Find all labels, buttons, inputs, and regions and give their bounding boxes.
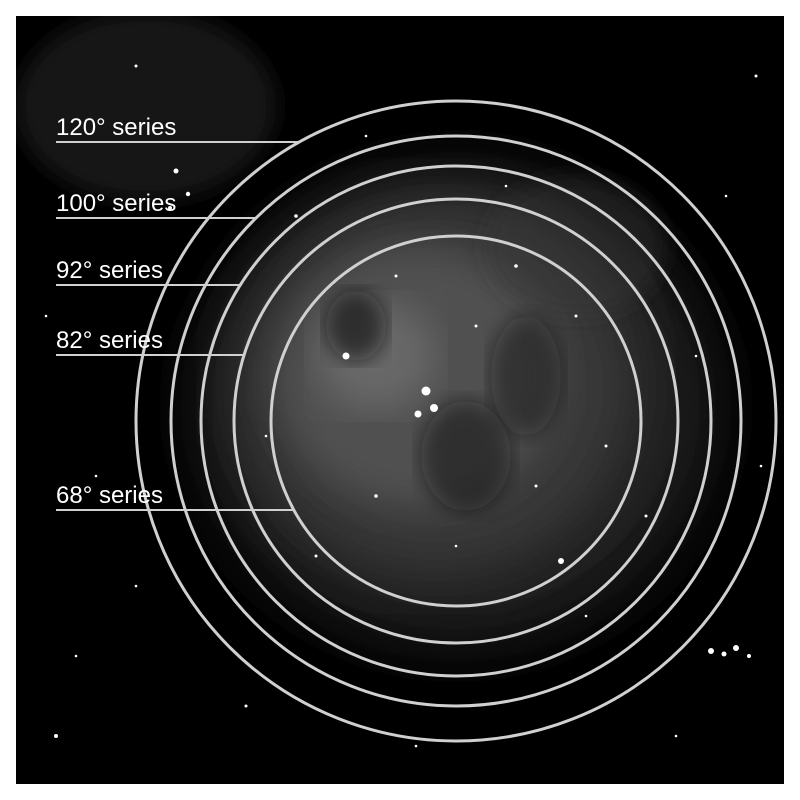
diagram-frame: 120° series 100° series 92° series 82° seri… (16, 16, 784, 784)
ring-120-label: 120° series (56, 114, 176, 142)
ring-82-label: 82° series (56, 327, 163, 355)
ring-100-label: 100° series (56, 190, 176, 218)
ring-92-label: 92° series (56, 257, 163, 285)
ring-68-label: 68° series (56, 482, 163, 510)
